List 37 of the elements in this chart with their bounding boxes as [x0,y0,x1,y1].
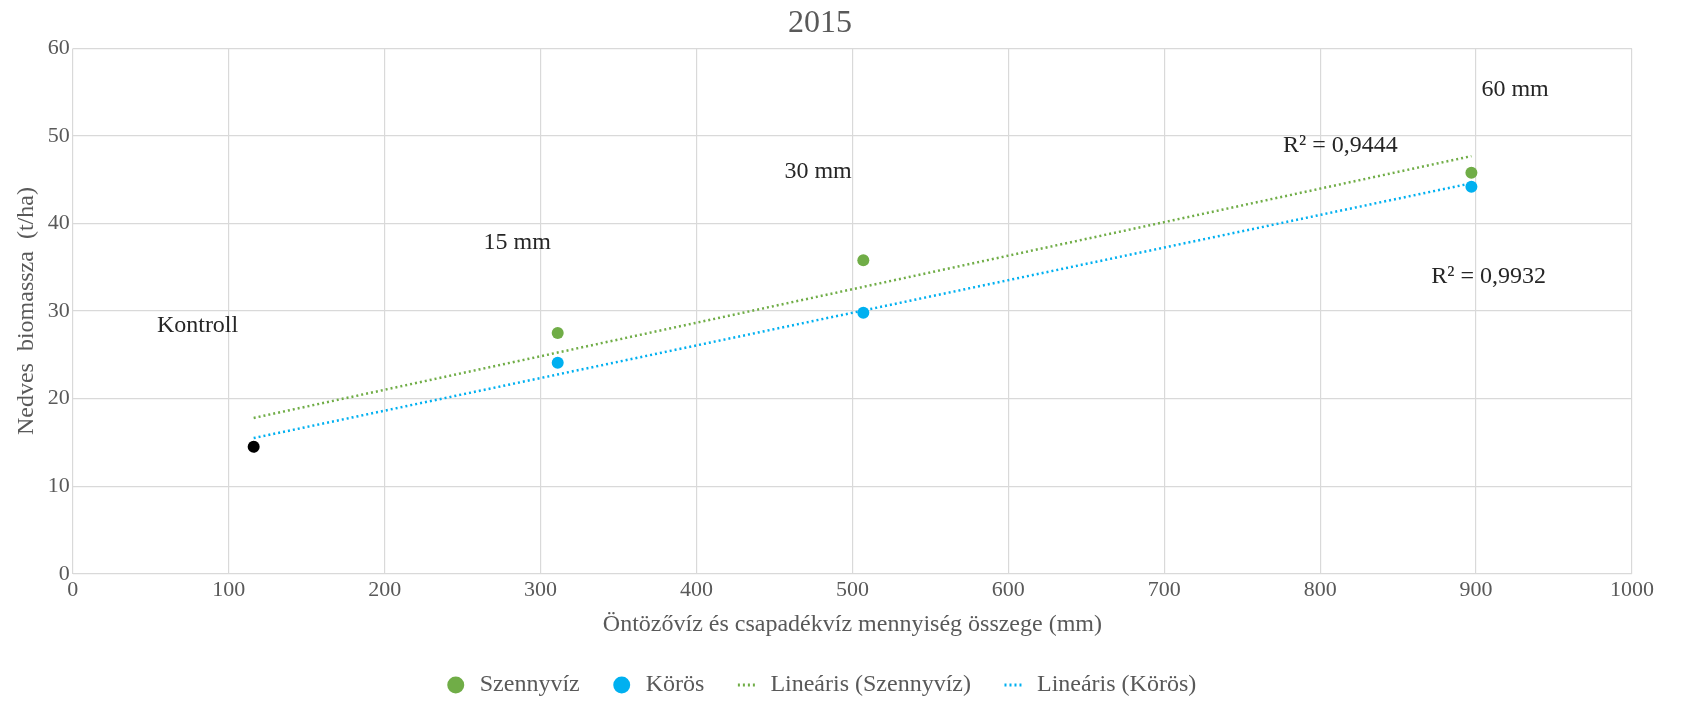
point [1465,180,1478,193]
x-tick-label: 600 [991,575,1025,601]
x-tick-label: 400 [679,575,713,601]
x-tick-label: 500 [835,575,869,601]
annotation: 60 mm [1481,74,1550,101]
point [1465,166,1478,179]
legend-label: Körös [645,670,705,697]
annotation: 30 mm [784,156,853,183]
x-tick-label: 700 [1147,575,1181,601]
x-tick-label: 900 [1459,575,1493,601]
legend-label: Lineáris (Szennyvíz) [770,670,971,697]
y-tick-label: 10 [47,472,70,498]
y-axis-title: Nedves biomassza (t/ha) [11,187,38,436]
x-tick-label: 200 [368,575,402,601]
legend-label: Szennyvíz [479,670,580,697]
x-tick-label: 800 [1303,575,1337,601]
x-tick-label: 1000 [1610,575,1654,601]
annotation: R² = 0,9932 [1431,261,1546,288]
y-tick-label: 0 [58,559,70,585]
x-tick-label: 300 [524,575,558,601]
point [551,326,564,339]
point [857,306,870,319]
chart-title: 2015 [788,2,852,39]
point [857,254,870,267]
y-tick-label: 60 [47,34,70,60]
annotation: R² = 0,9444 [1283,131,1398,158]
y-tick-label: 20 [47,384,70,410]
point [551,356,564,369]
x-axis-title: Öntözővíz és csapadékvíz mennyiség összege (mm) [602,609,1102,636]
annotation: 15 mm [483,227,552,254]
y-tick-label: 40 [47,209,70,235]
point [247,440,260,453]
legend-label: Lineáris (Körös) [1036,670,1197,697]
y-tick-label: 30 [47,296,70,322]
x-tick-label: 100 [212,575,246,601]
y-tick-label: 50 [47,121,70,147]
annotation: Kontroll [156,310,239,337]
